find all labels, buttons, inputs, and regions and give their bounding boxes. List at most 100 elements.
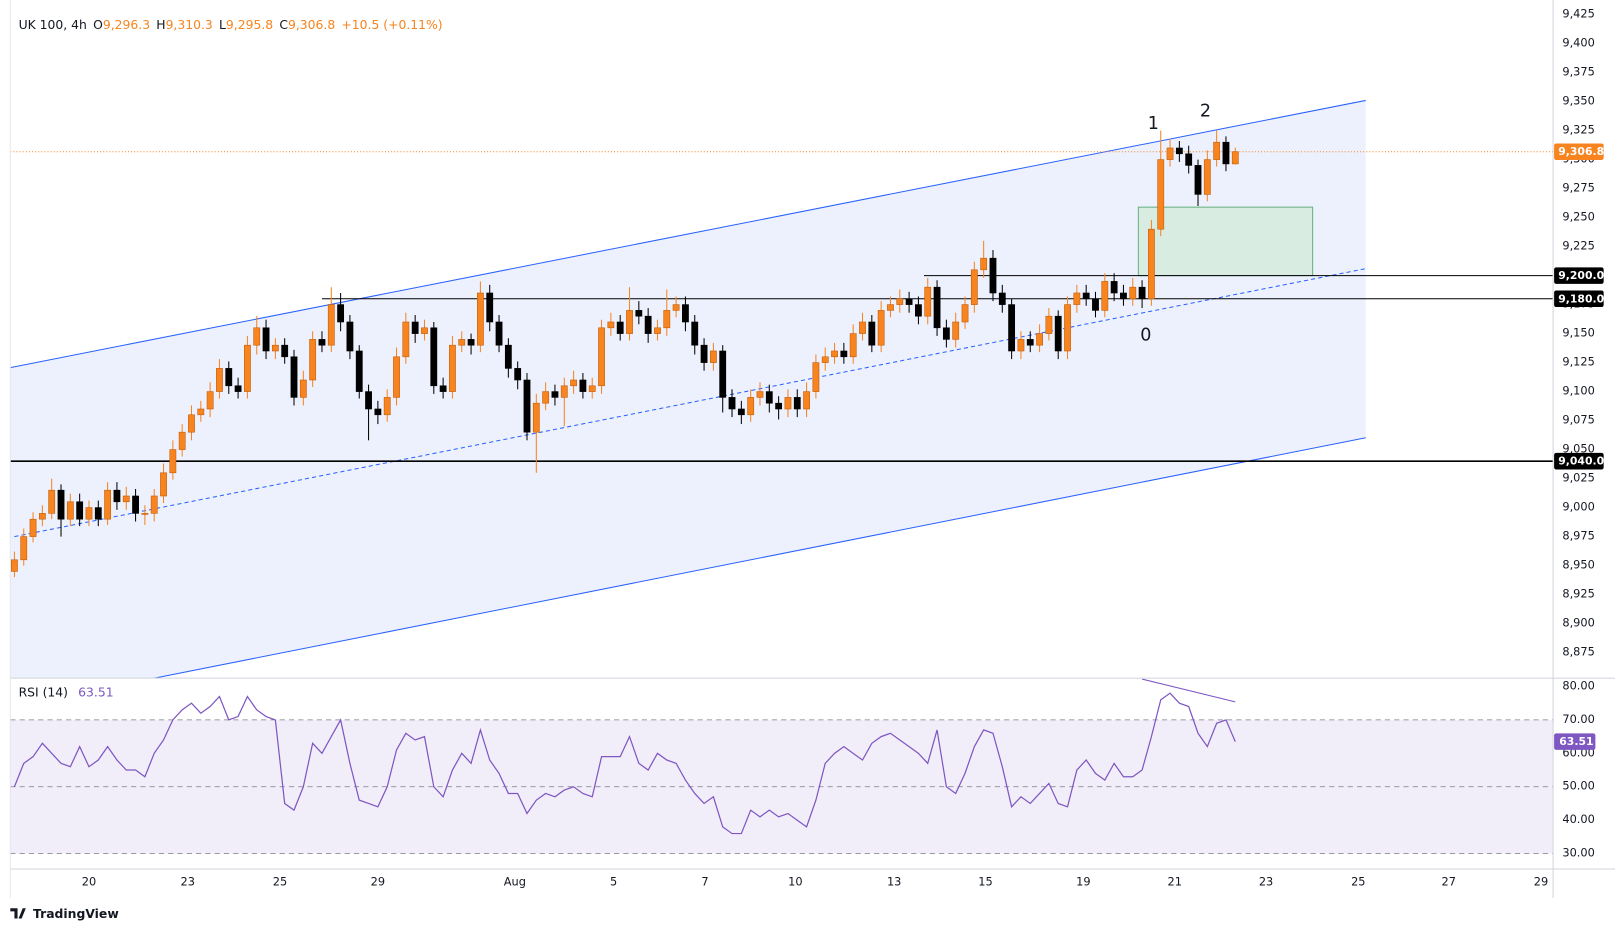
candle-body <box>700 344 708 363</box>
candle-body <box>104 489 112 520</box>
y-tick-label: 9,000 <box>1562 500 1594 514</box>
candle-body <box>579 379 587 392</box>
rsi-label-box <box>1554 733 1596 750</box>
candle-body <box>122 495 130 503</box>
candle-body <box>514 368 522 381</box>
rsi-tick-label: 50.00 <box>1562 779 1594 793</box>
candle-body <box>169 449 177 474</box>
candle-body <box>262 327 270 352</box>
y-tick-label: 9,400 <box>1562 36 1594 50</box>
candle-body <box>1213 141 1221 160</box>
rsi-name: RSI (14) <box>19 685 68 699</box>
y-tick-label: 8,950 <box>1562 558 1594 572</box>
candle-body <box>299 379 307 398</box>
candle-body <box>318 339 326 346</box>
channel-upper <box>10 99 1366 369</box>
candle-body <box>253 327 261 346</box>
candle-body <box>644 315 652 334</box>
candle-body <box>1222 141 1230 165</box>
x-tick-label: 23 <box>181 874 195 888</box>
candle-body <box>374 408 382 416</box>
y-tick-label: 9,025 <box>1562 471 1594 485</box>
x-tick-label: 5 <box>610 874 617 888</box>
candle-body <box>504 344 512 369</box>
candle-body <box>821 356 829 363</box>
y-tick-label: 9,225 <box>1562 239 1594 253</box>
candle-body <box>682 304 689 323</box>
candle-body <box>365 391 372 410</box>
candle-body <box>411 321 419 334</box>
candle-body <box>626 310 633 334</box>
candle-body <box>66 501 74 520</box>
candle-body <box>840 350 848 358</box>
candle-body <box>728 397 736 410</box>
annotation: 0 <box>1140 326 1151 346</box>
channel-fill <box>10 100 1366 679</box>
candle-body <box>1166 147 1174 160</box>
candle-body <box>1203 159 1211 195</box>
candle-body <box>1064 304 1071 352</box>
candle-body <box>793 397 801 410</box>
channel-mid <box>14 268 1366 538</box>
candle-body <box>849 333 857 358</box>
x-tick-label: 27 <box>1441 874 1455 888</box>
candle-body <box>719 350 727 398</box>
candle-body <box>197 408 205 416</box>
candle-body <box>355 350 363 392</box>
rsi-tick-label: 80.00 <box>1562 678 1594 692</box>
candle-body <box>244 344 251 392</box>
candle-body <box>672 304 680 311</box>
candle-body <box>598 327 605 387</box>
y-tick-label: 9,125 <box>1562 355 1594 369</box>
candle-body <box>933 286 941 329</box>
candle-body <box>458 339 466 346</box>
candle-body <box>877 310 885 346</box>
candle-body <box>1185 153 1193 166</box>
candle-body <box>486 292 494 323</box>
rsi-tick-label: 40.00 <box>1562 812 1594 826</box>
candle-body <box>784 397 792 410</box>
y-tick-label: 9,425 <box>1562 7 1594 21</box>
candle-body <box>1157 159 1165 230</box>
symbol: UK 100, 4h <box>19 17 87 31</box>
y-tick-label: 9,275 <box>1562 181 1594 195</box>
candle-body <box>570 379 578 387</box>
candle-body <box>1148 228 1155 300</box>
x-tick-label: 15 <box>978 874 992 888</box>
candle-body <box>1101 281 1109 311</box>
candle-body <box>290 356 298 398</box>
candle-body <box>76 501 84 520</box>
candle-body <box>57 489 65 520</box>
x-tick-label: 29 <box>371 874 385 888</box>
candle-body <box>607 321 615 329</box>
candle-body <box>402 321 410 358</box>
x-tick-label: 13 <box>887 874 901 888</box>
y-tick-label: 9,250 <box>1562 210 1594 224</box>
candle-body <box>150 495 158 514</box>
y-tick-label: 9,350 <box>1562 94 1594 108</box>
candle-body <box>94 507 102 520</box>
rsi-pane <box>10 678 1554 855</box>
price-label-box <box>1554 452 1604 470</box>
candle-body <box>48 489 56 514</box>
candle-body <box>421 327 428 334</box>
header: UK 100, 4h O9,296.3 H9,310.3 L9,295.8 C9,306… <box>19 17 443 31</box>
candle-body <box>476 292 484 346</box>
candle-body <box>1110 281 1118 294</box>
ohlc-value: 9,295.8 <box>226 17 273 31</box>
candle-body <box>234 385 242 392</box>
logo-icon <box>10 908 26 919</box>
price-label-box <box>1554 267 1604 284</box>
x-tick-label: 29 <box>1534 874 1548 888</box>
x-tick-label: 25 <box>273 874 287 888</box>
candle-body <box>942 327 950 340</box>
candle-body <box>560 385 568 398</box>
candle-body <box>616 321 624 334</box>
candle-body <box>495 321 503 346</box>
ohlc-value: 9,306.8 <box>288 17 335 31</box>
rsi-line <box>13 692 1236 835</box>
candle-body <box>85 507 93 520</box>
candle-body <box>225 368 233 387</box>
candle-body <box>1129 286 1137 300</box>
